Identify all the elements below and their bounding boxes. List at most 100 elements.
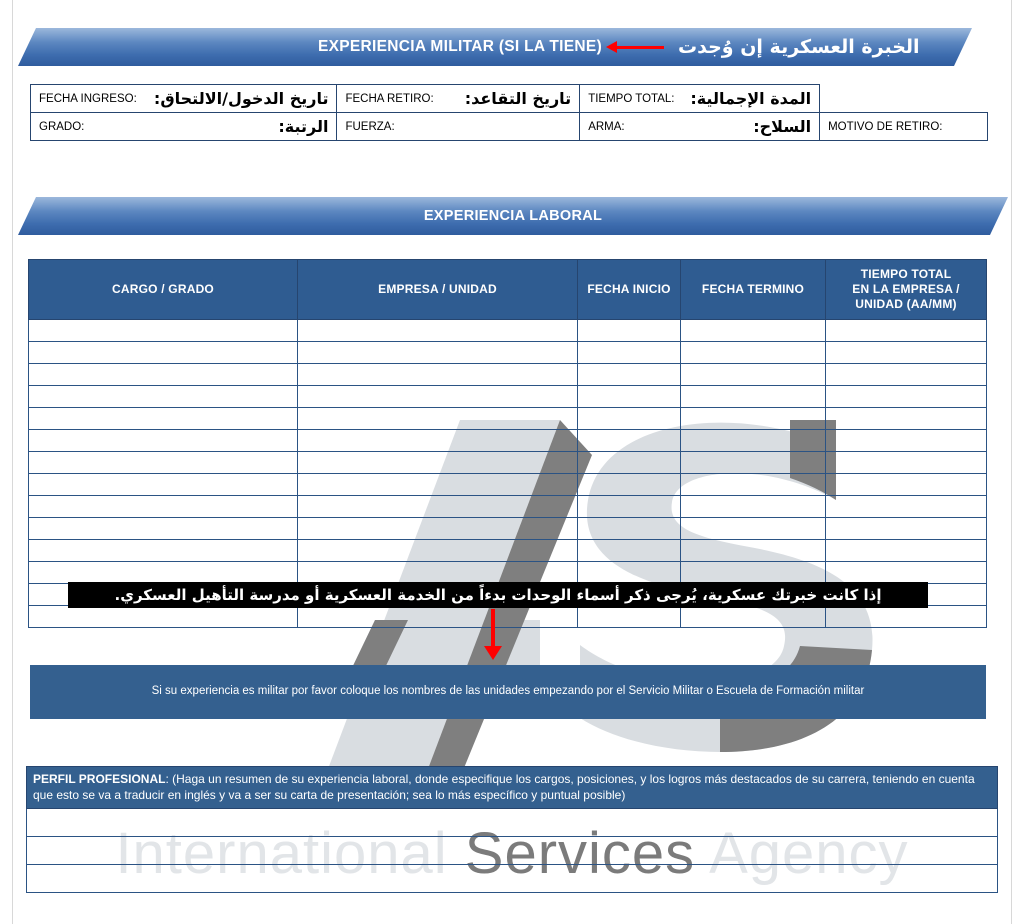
table-cell[interactable]	[577, 495, 681, 518]
table-cell[interactable]	[297, 539, 578, 562]
table-cell[interactable]	[577, 517, 681, 540]
table-cell[interactable]	[297, 407, 578, 430]
table-cell[interactable]	[680, 341, 826, 364]
table-cell[interactable]	[577, 341, 681, 364]
field-motivo-retiro[interactable]: MOTIVO DE RETIRO:	[819, 112, 988, 141]
column-header-empresa-unidad: EMPRESA / UNIDAD	[297, 259, 578, 320]
table-cell[interactable]	[297, 385, 578, 408]
table-header-row: PERFIL PROFESIONAL: (Haga un resumen de …	[26, 766, 998, 809]
table-row: GRADO: الرتبة: FUERZA: ARMA: السلاح: MOT…	[29, 112, 988, 141]
table-cell[interactable]	[28, 363, 298, 386]
table-cell[interactable]	[825, 517, 987, 540]
table-cell[interactable]	[28, 429, 298, 452]
column-header-cargo-grado: CARGO / GRADO	[28, 259, 298, 320]
table-cell[interactable]	[825, 605, 987, 628]
field-fecha-retiro[interactable]: FECHA RETIRO: تاريخ التقاعد:	[336, 84, 581, 113]
table-cell[interactable]	[577, 451, 681, 474]
table-cell[interactable]	[680, 495, 826, 518]
perfil-text-cell[interactable]	[26, 836, 998, 865]
table-row	[28, 561, 987, 584]
table-cell[interactable]	[577, 561, 681, 584]
field-fecha-ingreso[interactable]: FECHA INGRESO: تاريخ الدخول/الالتحاق:	[29, 84, 338, 113]
table-row	[28, 539, 987, 562]
table-cell[interactable]	[297, 451, 578, 474]
table-cell[interactable]	[28, 451, 298, 474]
table-cell[interactable]	[680, 605, 826, 628]
table-cell[interactable]	[825, 495, 987, 518]
table-cell[interactable]	[28, 341, 298, 364]
table-row	[28, 605, 987, 628]
arrow-down-icon	[484, 609, 502, 660]
field-tiempo-total[interactable]: TIEMPO TOTAL: المدة الإجمالية:	[579, 84, 821, 113]
table-cell[interactable]	[577, 407, 681, 430]
table-cell[interactable]	[28, 517, 298, 540]
table-cell[interactable]	[680, 539, 826, 562]
field-label-fecha-ingreso-ar: تاريخ الدخول/الالتحاق:	[153, 89, 329, 108]
table-cell[interactable]	[28, 385, 298, 408]
table-cell[interactable]	[297, 473, 578, 496]
table-cell[interactable]	[680, 429, 826, 452]
table-cell[interactable]	[825, 385, 987, 408]
field-label-grado-ar: الرتبة:	[278, 117, 329, 136]
table-cell[interactable]	[680, 385, 826, 408]
table-cell[interactable]	[28, 473, 298, 496]
banner-experiencia-laboral: EXPERIENCIA LABORAL	[18, 197, 1008, 235]
table-row	[28, 341, 987, 364]
table-cell[interactable]	[680, 319, 826, 342]
table-cell[interactable]	[28, 605, 298, 628]
table-cell[interactable]	[577, 385, 681, 408]
table-cell[interactable]	[297, 319, 578, 342]
table-cell[interactable]	[297, 495, 578, 518]
table-row	[28, 451, 987, 474]
table-cell[interactable]	[680, 407, 826, 430]
table-cell[interactable]	[297, 561, 578, 584]
table-cell[interactable]	[297, 341, 578, 364]
table-cell[interactable]	[577, 429, 681, 452]
field-fuerza[interactable]: FUERZA:	[336, 112, 581, 141]
table-cell[interactable]	[577, 539, 681, 562]
table-cell[interactable]	[28, 407, 298, 430]
banner-military-title-ar: الخبرة العسكرية إن وُجدت	[678, 36, 920, 58]
perfil-text-cell[interactable]	[26, 808, 998, 837]
table-cell[interactable]	[825, 451, 987, 474]
table-cell[interactable]	[680, 517, 826, 540]
table-cell[interactable]	[680, 473, 826, 496]
perfil-text-cell[interactable]	[26, 864, 998, 893]
column-header-tiempo-total-line2: EN LA EMPRESA /	[852, 282, 960, 296]
column-header-tiempo-total: TIEMPO TOTAL EN LA EMPRESA / UNIDAD (AA/…	[825, 259, 987, 320]
table-cell[interactable]	[297, 363, 578, 386]
table-cell[interactable]	[577, 605, 681, 628]
field-label-arma-es: ARMA:	[588, 120, 625, 133]
table-cell[interactable]	[680, 451, 826, 474]
perfil-header: PERFIL PROFESIONAL: (Haga un resumen de …	[26, 766, 998, 809]
field-label-fecha-ingreso-es: FECHA INGRESO:	[39, 92, 137, 105]
table-cell[interactable]	[297, 605, 578, 628]
table-row: FECHA INGRESO: تاريخ الدخول/الالتحاق: FE…	[29, 84, 988, 113]
table-row	[28, 363, 987, 386]
table-cell[interactable]	[680, 363, 826, 386]
table-cell[interactable]	[825, 561, 987, 584]
table-header-row: CARGO / GRADO EMPRESA / UNIDAD FECHA INI…	[28, 259, 987, 320]
table-cell[interactable]	[825, 341, 987, 364]
table-cell[interactable]	[825, 429, 987, 452]
table-row	[28, 429, 987, 452]
perfil-profesional-table: PERFIL PROFESIONAL: (Haga un resumen de …	[26, 766, 998, 893]
table-cell[interactable]	[297, 429, 578, 452]
table-cell[interactable]	[825, 319, 987, 342]
table-cell[interactable]	[28, 539, 298, 562]
table-cell[interactable]	[577, 473, 681, 496]
table-cell[interactable]	[680, 561, 826, 584]
table-cell[interactable]	[825, 473, 987, 496]
table-cell[interactable]	[28, 495, 298, 518]
field-arma[interactable]: ARMA: السلاح:	[579, 112, 821, 141]
table-cell[interactable]	[297, 517, 578, 540]
field-grado[interactable]: GRADO: الرتبة:	[29, 112, 338, 141]
table-cell[interactable]	[825, 363, 987, 386]
table-cell[interactable]	[577, 319, 681, 342]
table-cell[interactable]	[28, 561, 298, 584]
table-cell[interactable]	[28, 319, 298, 342]
military-experience-note: Si su experiencia es militar por favor c…	[30, 665, 986, 719]
table-cell[interactable]	[825, 539, 987, 562]
table-cell[interactable]	[825, 407, 987, 430]
table-cell[interactable]	[577, 363, 681, 386]
